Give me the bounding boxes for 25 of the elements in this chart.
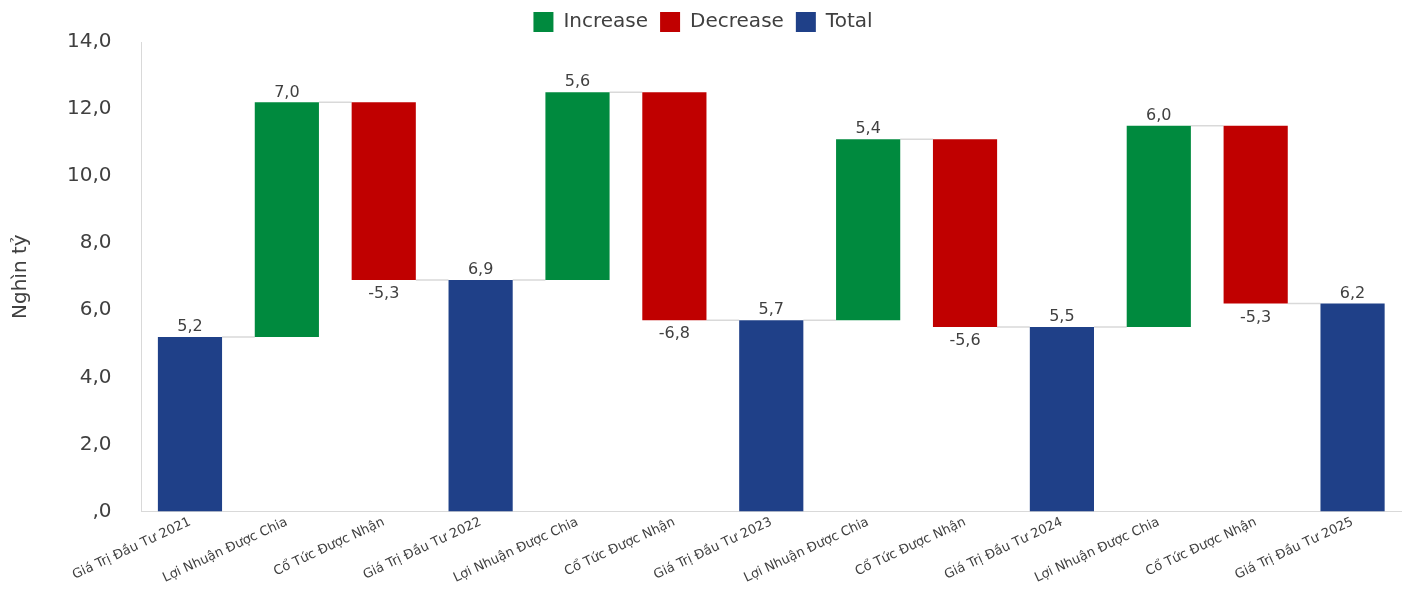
data-label: -5,6 — [949, 330, 981, 350]
y-tick-label: ,0 — [92, 497, 112, 522]
y-axis-title: Nghìn tỷ — [7, 234, 32, 320]
data-label: 7,0 — [274, 81, 300, 101]
legend-label: Decrease — [690, 8, 784, 33]
legend-label: Increase — [563, 8, 649, 33]
y-tick-label: 10,0 — [67, 162, 112, 187]
data-label: -5,3 — [368, 283, 400, 303]
y-tick-label: 2,0 — [79, 430, 112, 455]
legend-label: Total — [824, 8, 873, 33]
data-label: -6,8 — [658, 323, 690, 343]
data-label: 6,9 — [467, 259, 494, 279]
y-tick-label: 4,0 — [79, 363, 112, 388]
data-label: -5,3 — [1240, 306, 1272, 326]
data-label: 5,6 — [564, 71, 591, 91]
data-label: 6,2 — [1339, 282, 1366, 302]
data-label: 6,0 — [1146, 104, 1172, 124]
data-label: 5,5 — [1049, 306, 1075, 326]
data-label: 5,2 — [177, 316, 203, 336]
y-tick-label: 6,0 — [79, 296, 112, 321]
y-tick-label: 8,0 — [79, 229, 112, 254]
data-label: 5,4 — [855, 118, 881, 138]
y-tick-label: 12,0 — [67, 95, 112, 120]
data-label: 5,7 — [758, 299, 784, 319]
y-tick-label: 14,0 — [67, 28, 112, 53]
